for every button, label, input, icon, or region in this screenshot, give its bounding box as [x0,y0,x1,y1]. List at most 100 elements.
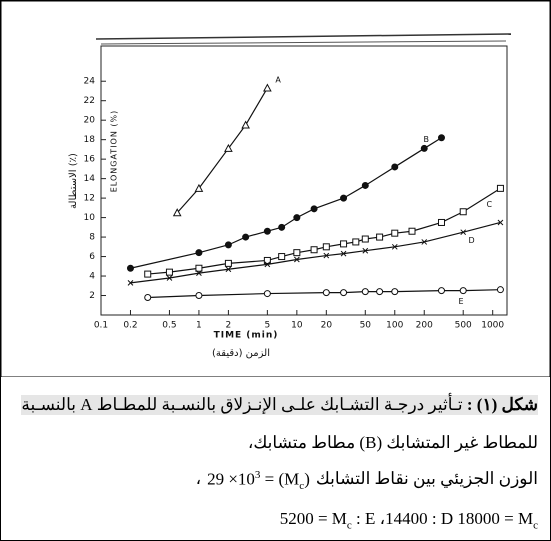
marker [362,247,369,254]
marker [278,223,286,231]
x-tick-label: 20 [321,321,333,331]
marker [497,219,504,226]
x-tick-label: 0.1 [94,321,108,331]
y-axis-title-ar: الاستطالة (٪) [68,153,79,209]
marker [361,235,369,243]
marker [144,270,152,278]
marker [391,288,399,296]
marker [264,261,271,268]
marker [224,241,232,249]
x-tick-label: 50 [360,321,372,331]
decor-line [95,33,512,40]
marker [195,292,203,300]
y-tick-label: 2 [89,291,95,301]
x-axis-title-ar: الزمن (دقيقة) [212,348,270,359]
marker [263,83,272,92]
marker [293,256,300,263]
series-label: E [458,297,463,306]
y-axis-title: ELONGATION (%) [110,110,119,192]
series-label: B [423,135,429,144]
caption-sub: c [346,519,352,532]
marker [196,270,202,276]
marker [361,181,369,189]
x-axis-title: TIME (min) [214,331,279,341]
marker [224,143,233,152]
marker [126,264,134,272]
marker [225,266,232,273]
marker [293,214,301,222]
caption-text: 5200 = M [279,509,347,528]
y-tick-label: 6 [89,252,95,262]
decor-line [100,40,507,45]
series-line [147,187,501,275]
marker [194,183,204,192]
marker [310,246,318,254]
marker [460,229,467,236]
marker [421,239,428,245]
marker [263,256,271,264]
marker [322,243,330,251]
caption-sub: c [533,519,538,532]
caption-line: للمطاط غير المتشابك (B) مطاط متشابك، [247,433,538,452]
marker [408,227,416,235]
marker [278,253,286,261]
marker [165,268,173,276]
series-label: A [275,76,281,85]
marker [241,120,250,129]
marker [340,289,348,297]
y-tick-label: 12 [84,194,95,204]
marker [376,233,384,241]
marker [420,144,428,152]
caption-line: الوزن الجزيئي بين نقاط التشابك 29 ×103 =… [196,469,538,492]
y-tick-label: 22 [84,96,95,106]
marker [172,208,182,217]
caption-exp: 3 [254,469,261,481]
caption-text: : E ،14400 : D 18000 = M [351,509,534,528]
marker [352,238,360,246]
marker [263,227,271,235]
caption-formula: 29 ×103 = (Mc) [207,469,310,492]
marker [496,286,504,294]
x-tick-label: 100 [386,321,403,331]
marker [195,264,203,272]
caption-text: ، [195,469,202,488]
marker [437,134,445,142]
x-tick-label: 0.5 [162,321,176,331]
caption-text: 29 ×10 [207,469,255,489]
caption-line: 5200 = Mc : E ،14400 : D 18000 = Mc [280,509,538,531]
x-tick-label: 10 [291,321,303,331]
x-tick-label: 1000 [481,321,504,331]
series-label: C [486,200,492,209]
y-tick-label: 16 [84,155,96,165]
x-tick-label: 0.2 [123,321,137,331]
marker [224,259,232,267]
marker [437,287,445,295]
caption-label: شكل (١) : [466,395,538,414]
caption-line: شكل (١) : تـأثير درجـة التشـابك علـى الإ… [21,395,538,415]
caption-sub: c [299,480,305,493]
y-tick-label: 8 [89,233,95,243]
caption-text: ) [304,469,310,489]
y-tick-label: 24 [84,77,96,87]
marker [376,288,384,296]
marker [361,288,369,296]
marker [323,252,330,259]
marker [391,163,399,171]
y-tick-label: 20 [84,116,96,126]
marker [437,218,445,226]
figure-frame [1,1,550,378]
marker [127,280,134,286]
marker [340,194,348,202]
marker [263,290,271,298]
y-tick-label: 18 [84,135,96,145]
marker [459,287,467,295]
marker [496,184,504,192]
plot-frame [100,45,508,316]
x-tick-label: 2 [226,321,232,331]
caption-text: الوزن الجزيئي بين نقاط التشابك [315,469,538,488]
chart: ELONGATION (%) الاستطالة (٪) TIME (min) … [1,1,550,378]
marker [459,208,467,216]
marker [310,205,318,213]
x-tick-label: 200 [416,321,433,331]
